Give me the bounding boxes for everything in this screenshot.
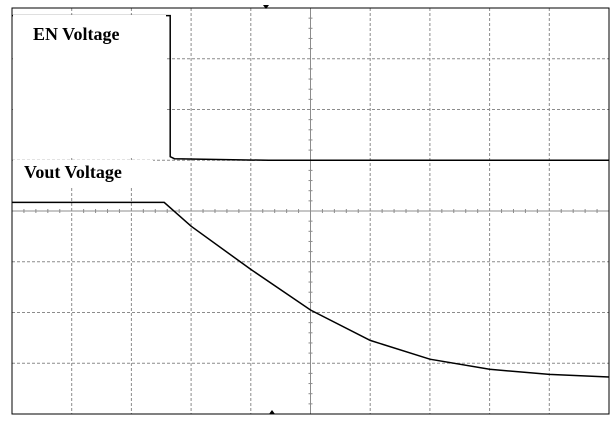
trigger-marker-top	[263, 5, 269, 9]
en-voltage-label: EN Voltage	[33, 24, 120, 44]
trigger-marker-bottom	[269, 410, 275, 414]
graticule	[11, 5, 610, 415]
vout-voltage-label: Vout Voltage	[24, 162, 122, 182]
trace-labels: EN Voltage Vout Voltage	[13, 15, 166, 186]
vout-label-box	[13, 160, 153, 186]
graticule-frame	[11, 7, 610, 415]
trace-vout-voltage	[12, 201, 610, 378]
en-label-box	[13, 15, 166, 157]
